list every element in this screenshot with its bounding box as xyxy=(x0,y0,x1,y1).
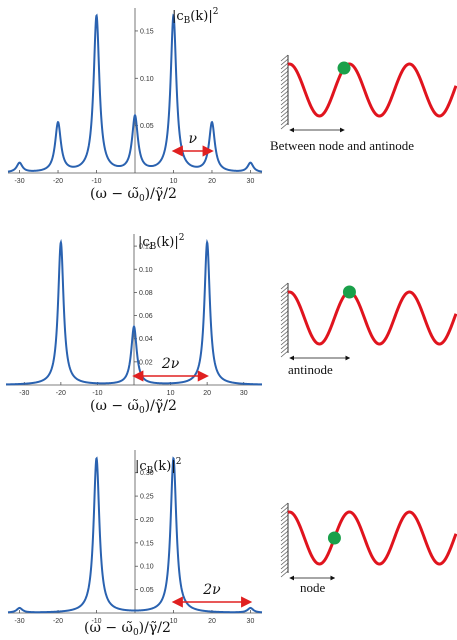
standing-wave xyxy=(287,62,457,118)
spacing-label: ν xyxy=(188,131,197,147)
x-axis-label: (ω − ω̃0)/γ̃/2 xyxy=(90,186,177,204)
x-tick-label: 30 xyxy=(247,618,255,625)
standing-wave xyxy=(287,290,457,346)
y-tick-label: 0.10 xyxy=(139,267,153,274)
y-tick-label: 0.30 xyxy=(140,470,154,477)
x-tick-label: 20 xyxy=(208,178,216,185)
y-tick-label: 0.10 xyxy=(140,564,154,571)
y-tick-label: 0.02 xyxy=(139,359,153,366)
hatched-wall-icon xyxy=(280,282,289,358)
x-tick-label: 30 xyxy=(240,390,248,397)
standing-wave-diagram xyxy=(280,502,457,581)
standing-wave xyxy=(287,510,457,566)
x-tick-label: 30 xyxy=(247,178,255,185)
y-tick-label: 0.10 xyxy=(140,76,154,83)
y-tick-label: 0.08 xyxy=(139,290,153,297)
standing-wave-diagram xyxy=(280,54,457,133)
x-tick-label: -30 xyxy=(19,390,29,397)
x-tick-label: 10 xyxy=(170,178,178,185)
chart-panel-1: -30 -20 -10 10 20 30 0.05 0.10 0.15 |cB(k)|2 (ω − … xyxy=(7,7,457,204)
position-caption: node xyxy=(300,580,326,595)
chart-panel-2: -30 -20 -10 10 20 30 0.02 0.04 0.06 0.08 0.10 0.12|… xyxy=(6,233,457,416)
y-tick-label: 0.25 xyxy=(140,494,154,501)
atom-dot-icon xyxy=(337,61,351,75)
standing-wave-diagram xyxy=(280,282,457,361)
spectrum-curve xyxy=(6,238,262,386)
x-tick-label: 10 xyxy=(167,390,175,397)
y-axis-label: |cB(k)|2 xyxy=(172,7,218,26)
x-tick-label: -30 xyxy=(14,618,24,625)
y-tick-label: 0.15 xyxy=(140,540,154,547)
x-axis-label: (ω − ω̃0)/γ̃/2 xyxy=(90,398,177,416)
hatched-wall-icon xyxy=(280,54,289,130)
atom-dot-icon xyxy=(342,285,356,299)
x-tick-label: 10 xyxy=(170,618,178,625)
hatched-wall-icon xyxy=(280,502,289,578)
spacing-label: 2ν xyxy=(202,582,221,598)
position-caption: antinode xyxy=(288,362,333,377)
x-tick-label: -20 xyxy=(53,618,63,625)
x-tick-label: -20 xyxy=(56,390,66,397)
x-tick-label: -10 xyxy=(92,390,102,397)
chart-panel-3: -30 -20 -10 10 20 30 0.05 0.10 0.15 0.20 0.25 0.30|… xyxy=(7,450,457,638)
y-tick-label: 0.15 xyxy=(140,28,154,35)
x-tick-label: -20 xyxy=(53,178,63,185)
y-tick-label: 0.05 xyxy=(140,123,154,130)
y-tick-label: 0.06 xyxy=(139,313,153,320)
spacing-label: 2ν xyxy=(161,356,180,372)
x-tick-label: -10 xyxy=(91,178,101,185)
y-tick-label: 0.04 xyxy=(139,336,153,343)
x-tick-label: -30 xyxy=(14,178,24,185)
x-tick-label: 20 xyxy=(203,390,211,397)
y-tick-label: 0.20 xyxy=(140,517,154,524)
x-tick-label: 20 xyxy=(208,618,216,625)
spectrum-curve xyxy=(7,13,263,173)
position-caption: Between node and antinode xyxy=(270,138,414,153)
y-tick-label: 0.05 xyxy=(140,587,154,594)
y-axis-label: |cB(k)|2 xyxy=(135,457,181,476)
atom-dot-icon xyxy=(327,531,341,545)
y-tick-label: 0.12 xyxy=(139,244,153,251)
spectrum-curve xyxy=(7,456,263,614)
x-axis-label: (ω − ω̃0)/γ̃/2 xyxy=(84,620,171,638)
y-axis-label: |cB(k)|2 xyxy=(138,233,184,252)
x-tick-label: -10 xyxy=(91,618,101,625)
